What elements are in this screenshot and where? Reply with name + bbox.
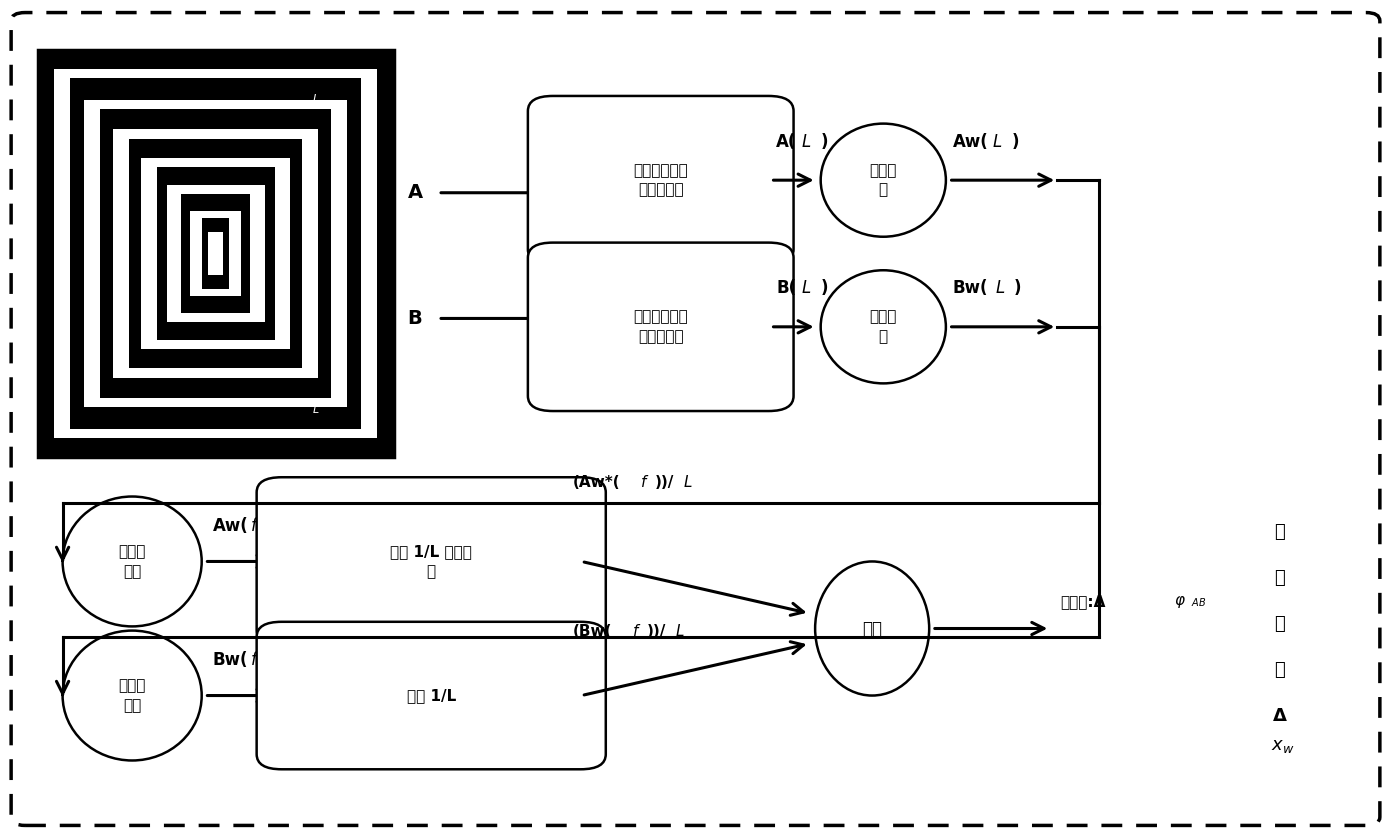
Polygon shape [113, 129, 319, 378]
Ellipse shape [815, 561, 929, 696]
Text: 对: 对 [1274, 523, 1285, 541]
Text: $L$: $L$ [312, 92, 320, 105]
Text: $\varphi$: $\varphi$ [1174, 593, 1187, 610]
Text: $L$: $L$ [675, 623, 684, 639]
Text: $L$: $L$ [995, 280, 1004, 297]
Text: 傅里叶
变换: 傅里叶 变换 [118, 544, 146, 579]
Text: ): ) [821, 280, 828, 297]
Text: 乘以 1/L: 乘以 1/L [406, 688, 456, 703]
Text: $L$: $L$ [312, 402, 320, 415]
Polygon shape [202, 218, 230, 289]
FancyBboxPatch shape [38, 50, 394, 457]
Ellipse shape [63, 496, 202, 626]
Text: $L$: $L$ [683, 474, 693, 490]
Text: Aw(: Aw( [213, 517, 249, 535]
Text: B(: B( [776, 280, 796, 297]
Ellipse shape [63, 630, 202, 761]
Polygon shape [100, 109, 331, 398]
Text: 相乘: 相乘 [862, 619, 882, 638]
Text: ): ) [266, 517, 273, 535]
Polygon shape [129, 139, 302, 368]
FancyBboxPatch shape [527, 96, 793, 265]
Ellipse shape [821, 270, 946, 384]
Text: $_{AB}$: $_{AB}$ [1191, 595, 1206, 608]
Text: 相位差:Δ: 相位差:Δ [1060, 594, 1106, 609]
Text: $L$: $L$ [992, 133, 1002, 151]
Polygon shape [181, 194, 250, 313]
Text: 乘以 1/L 并取共
轭: 乘以 1/L 并取共 轭 [391, 544, 472, 579]
Polygon shape [207, 231, 224, 276]
Text: 窗口操
作: 窗口操 作 [869, 163, 897, 198]
Polygon shape [191, 210, 241, 297]
Text: $L$: $L$ [801, 280, 811, 297]
Ellipse shape [821, 123, 946, 236]
Text: ))/: ))/ [647, 624, 666, 639]
Polygon shape [157, 168, 274, 339]
FancyBboxPatch shape [257, 477, 606, 645]
Text: Bw(: Bw( [953, 280, 989, 297]
Text: 傅里叶
变换: 傅里叶 变换 [118, 678, 146, 713]
Polygon shape [85, 100, 346, 407]
Text: ): ) [1014, 280, 1021, 297]
Text: A(: A( [776, 133, 797, 151]
Text: B: B [408, 309, 423, 328]
Text: 偏: 偏 [1274, 615, 1285, 634]
Text: $x_w$: $x_w$ [1271, 737, 1294, 755]
Text: Bw(: Bw( [213, 651, 249, 669]
Text: ): ) [266, 651, 273, 669]
Text: $L$: $L$ [801, 133, 811, 151]
Text: ))/: ))/ [655, 475, 675, 490]
Polygon shape [70, 78, 362, 429]
Text: A: A [408, 184, 423, 202]
Polygon shape [140, 158, 291, 349]
Text: 差: 差 [1274, 661, 1285, 680]
Text: 垂直于条纹排
列方向平均: 垂直于条纹排 列方向平均 [633, 163, 689, 198]
Text: Aw(: Aw( [953, 133, 989, 151]
Text: $f$: $f$ [632, 623, 641, 639]
Text: $f$: $f$ [250, 517, 260, 535]
Text: Δ: Δ [1273, 707, 1287, 726]
Polygon shape [167, 185, 264, 322]
FancyBboxPatch shape [527, 243, 793, 411]
Text: 窗口操
作: 窗口操 作 [869, 309, 897, 344]
Text: ): ) [821, 133, 828, 151]
Text: $f$: $f$ [250, 651, 260, 669]
Text: (Aw*(: (Aw*( [573, 475, 620, 490]
FancyBboxPatch shape [257, 622, 606, 769]
Text: $f$: $f$ [640, 474, 650, 490]
Text: (Bw(: (Bw( [573, 624, 612, 639]
Polygon shape [54, 69, 377, 438]
Text: 准: 准 [1274, 569, 1285, 587]
Text: ): ) [1011, 133, 1018, 151]
Text: 垂直于条纹排
列方向平均: 垂直于条纹排 列方向平均 [633, 309, 689, 344]
